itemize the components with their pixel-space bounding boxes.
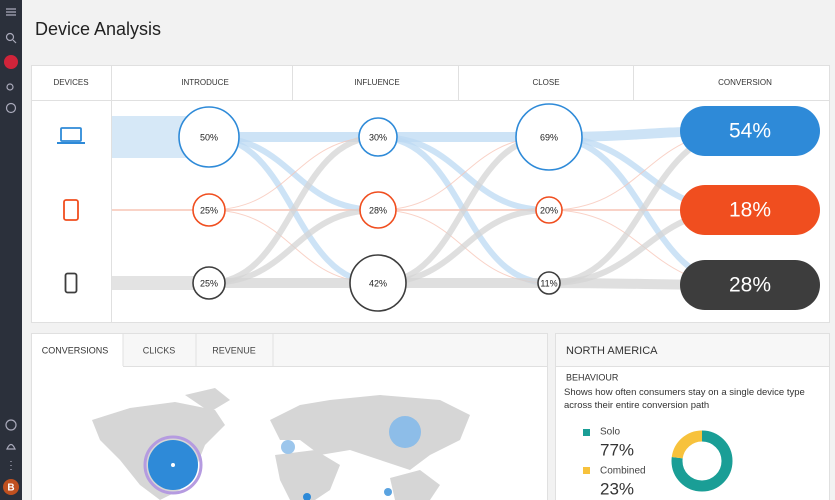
- flow-line: [208, 134, 379, 286]
- avatar-initial: B: [7, 483, 14, 494]
- conversion-value: 54%: [729, 120, 771, 143]
- map-bubble[interactable]: [384, 488, 392, 496]
- tablet-icon: [63, 199, 79, 221]
- donut: [671, 430, 733, 492]
- column-header: INFLUENCE: [354, 78, 399, 87]
- stage-node: [349, 254, 407, 312]
- page-title: Device Analysis: [35, 19, 161, 39]
- stage-value: 50%: [200, 132, 218, 142]
- legend-swatch: [583, 429, 590, 436]
- laptop-icon: [60, 127, 82, 142]
- conversion-value: 28%: [729, 274, 771, 297]
- stage-node: [535, 196, 563, 224]
- map-bubble[interactable]: [303, 493, 311, 500]
- tab-active[interactable]: CONVERSIONS: [42, 345, 109, 355]
- region-title: NORTH AMERICA: [566, 345, 658, 357]
- stage-value: 25%: [200, 205, 218, 215]
- legend-label: Solo: [600, 427, 620, 438]
- stage-node: [359, 191, 397, 229]
- conversion-pill: [680, 260, 820, 310]
- map-bubble[interactable]: [281, 440, 295, 454]
- help-icon[interactable]: [5, 419, 17, 431]
- flow-nodes: DEVICES INTRODUCE INFLUENCE CLOSE CONVERSION…: [53, 66, 820, 322]
- conversion-pill: [680, 106, 820, 156]
- bell-icon[interactable]: [6, 443, 16, 450]
- stage-value: 20%: [540, 205, 558, 215]
- column-header: CONVERSION: [718, 78, 772, 87]
- legend-value: 77%: [600, 440, 634, 459]
- legend-swatch: [583, 467, 590, 474]
- section-title: BEHAVIOUR: [566, 372, 619, 382]
- app-logo[interactable]: [4, 55, 18, 69]
- sidebar-icons: [5, 8, 17, 470]
- stage-node: [515, 103, 583, 171]
- tab[interactable]: CLICKS: [143, 345, 176, 355]
- avatar[interactable]: [3, 479, 19, 495]
- stage-value: 69%: [540, 132, 558, 142]
- flow-band: [111, 276, 209, 290]
- legend-label: Combined: [600, 466, 646, 477]
- description-box: Shows how often consumers stay on a sing…: [564, 387, 805, 411]
- phone-icon: [64, 272, 78, 294]
- column-header: CLOSE: [532, 78, 559, 87]
- column-header: INTRODUCE: [181, 78, 229, 87]
- stage-node: [192, 193, 226, 227]
- stage-node: [192, 266, 226, 300]
- bubble-ring: [143, 435, 203, 495]
- idea-icon[interactable]: [6, 83, 14, 91]
- chat-icon[interactable]: [5, 102, 17, 114]
- column-header: DEVICES: [53, 78, 88, 87]
- conversion-value: 18%: [729, 199, 771, 222]
- conversion-pill: [680, 185, 820, 235]
- stage-value: 11%: [540, 278, 557, 288]
- tab-bar: [123, 334, 547, 366]
- map-bubble[interactable]: [389, 416, 421, 448]
- sidebar: [0, 0, 22, 500]
- stage-value: 28%: [369, 205, 387, 215]
- donut-segment: [671, 430, 733, 492]
- stage-node: [537, 271, 561, 295]
- menu-icon[interactable]: [6, 8, 16, 16]
- description: Shows how often consumers stay on a sing…: [564, 387, 805, 411]
- stage-value: 25%: [200, 278, 218, 288]
- stage-value: 42%: [369, 278, 387, 288]
- tab[interactable]: REVENUE: [212, 345, 256, 355]
- search-icon[interactable]: [5, 32, 15, 42]
- legend-value: 23%: [600, 479, 634, 498]
- stage-node: [358, 117, 398, 157]
- stage-node: [178, 106, 240, 168]
- stage-value: 30%: [369, 132, 387, 142]
